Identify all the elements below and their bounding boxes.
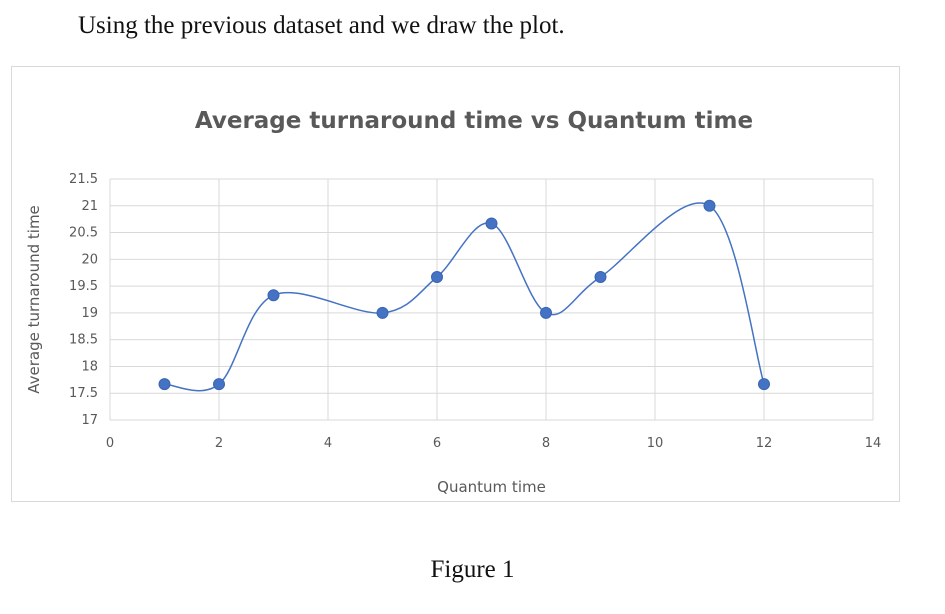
line-chart: 17 17.5 18 18.5 19 19.5 20 20.5 21 21.5 0 2 4 6 8 10 12 1… [25, 108, 882, 496]
data-point [758, 378, 770, 391]
x-tick-label: 2 [215, 436, 223, 451]
y-axis-label: Average turnaround time [25, 205, 43, 394]
x-axis-label: Quantum time [437, 478, 546, 496]
series-line [164, 202, 765, 392]
chart-area: 17 17.5 18 18.5 19 19.5 20 20.5 21 21.5 0 2 4 6 8 10 12 1… [11, 66, 900, 502]
x-tick-label: 14 [865, 436, 882, 451]
x-tick-label: 0 [106, 436, 114, 451]
y-tick-label: 17 [81, 413, 98, 428]
data-point [431, 271, 443, 284]
y-tick-label: 21 [81, 199, 98, 214]
y-tick-label: 20.5 [69, 226, 98, 241]
data-point [485, 217, 498, 230]
y-tick-label: 17.5 [69, 386, 98, 401]
y-tick-label: 18 [81, 359, 98, 374]
y-tick-label: 20 [81, 252, 98, 267]
x-tick-label: 6 [433, 436, 441, 451]
y-tick-label: 19.5 [69, 279, 98, 294]
x-tick-label: 12 [756, 436, 773, 451]
data-point [703, 199, 716, 212]
data-point [267, 289, 280, 302]
figure-caption: Figure 1 [430, 556, 515, 583]
data-point [376, 306, 389, 319]
x-tick-label: 4 [324, 436, 332, 451]
y-tick-label: 18.5 [69, 333, 98, 348]
chart-title: Average turnaround time vs Quantum time [195, 108, 753, 134]
data-point [540, 306, 552, 319]
intro-text: Using the previous dataset and we draw t… [78, 12, 565, 39]
y-tick-label: 21.5 [69, 172, 98, 187]
y-tick-label: 19 [81, 306, 98, 321]
data-point [594, 271, 607, 284]
data-point [213, 378, 225, 391]
data-point [158, 378, 171, 391]
x-tick-label: 8 [542, 436, 550, 451]
x-tick-label: 10 [647, 436, 664, 451]
